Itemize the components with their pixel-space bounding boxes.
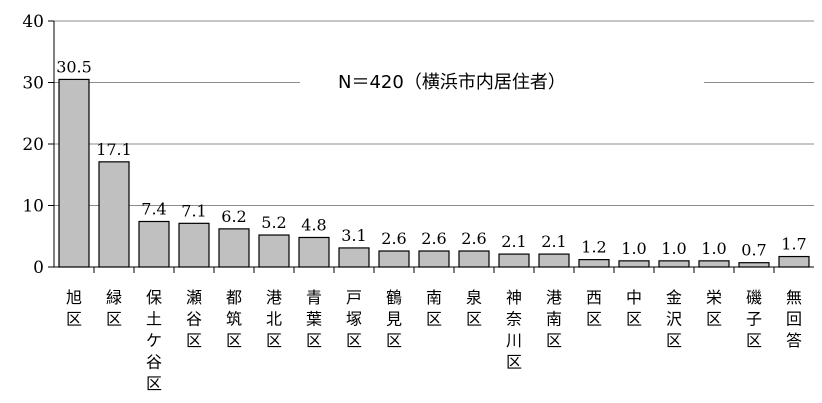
- gridlines: [54, 20, 814, 206]
- category-label: 青葉区: [306, 288, 322, 350]
- y-tick-label: 40: [22, 12, 44, 32]
- data-label: 0.7: [741, 241, 766, 260]
- sample-size-annotation: N＝420（横浜市内居住者）: [338, 72, 566, 93]
- bar: [418, 250, 450, 268]
- bar: [218, 228, 250, 268]
- y-tick-label: 0: [33, 258, 44, 278]
- data-label: 5.2: [261, 213, 286, 232]
- category-label: 南区: [426, 288, 442, 329]
- data-label: 3.1: [341, 226, 366, 245]
- data-label: 7.4: [141, 199, 166, 218]
- bar: [618, 260, 650, 268]
- category-label: 戸塚区: [346, 288, 362, 350]
- bar: [658, 260, 690, 268]
- bar: [538, 253, 570, 268]
- axes: 0 10 20 30 40: [22, 12, 814, 278]
- bar: [138, 220, 170, 268]
- data-label: 1.0: [661, 239, 686, 258]
- data-label: 1.7: [781, 235, 806, 254]
- data-label: 2.6: [381, 229, 406, 248]
- bar: [58, 78, 90, 268]
- bar: [378, 250, 410, 268]
- category-label: 泉区: [466, 288, 482, 329]
- category-label: 中区: [626, 288, 642, 329]
- data-label: 2.6: [461, 229, 486, 248]
- category-label: 神奈川区: [506, 288, 522, 372]
- data-label: 2.1: [541, 232, 566, 251]
- data-labels: 30.5 17.1 7.4 7.1 6.2 5.2 4.8 3.1 2.6 2.6 2.6 2.1 2.…: [56, 57, 807, 259]
- bar: [738, 262, 770, 268]
- category-label: 磯子区: [746, 288, 762, 350]
- category-label: 緑区: [106, 288, 122, 329]
- data-label: 6.2: [221, 207, 246, 226]
- data-label: 1.0: [621, 239, 646, 258]
- category-label: 港北区: [266, 288, 282, 350]
- category-label: 栄区: [706, 288, 722, 329]
- data-label: 2.6: [421, 229, 446, 248]
- category-label: 保土ケ谷区: [146, 288, 162, 393]
- data-label: 7.1: [181, 201, 206, 220]
- bar: [578, 259, 610, 268]
- category-label: 金沢区: [666, 288, 682, 350]
- data-label: 17.1: [96, 140, 132, 159]
- annotation-background: [300, 62, 704, 98]
- category-label: 無回答: [786, 288, 802, 350]
- y-tick-label: 20: [22, 135, 44, 155]
- data-label: 2.1: [501, 232, 526, 251]
- data-label: 4.8: [301, 215, 326, 234]
- bar: [498, 253, 530, 268]
- bar: [778, 255, 810, 268]
- bar: [178, 222, 210, 268]
- data-label: 1.2: [581, 238, 606, 257]
- bar: [298, 236, 330, 268]
- y-tick-label: 10: [22, 197, 44, 217]
- category-label: 都筑区: [226, 288, 242, 350]
- bar: [338, 247, 370, 268]
- category-label: 港南区: [546, 288, 562, 350]
- category-label: 瀬谷区: [186, 288, 202, 350]
- bar: [98, 161, 130, 268]
- data-label: 30.5: [56, 57, 92, 76]
- category-label: 西区: [586, 288, 602, 329]
- data-label: 1.0: [701, 239, 726, 258]
- bar: [698, 260, 730, 268]
- bar: [258, 234, 290, 268]
- y-tick-label: 30: [22, 74, 44, 94]
- category-label: 鶴見区: [386, 288, 402, 350]
- category-label: 旭区: [66, 288, 82, 329]
- bar: [458, 250, 490, 268]
